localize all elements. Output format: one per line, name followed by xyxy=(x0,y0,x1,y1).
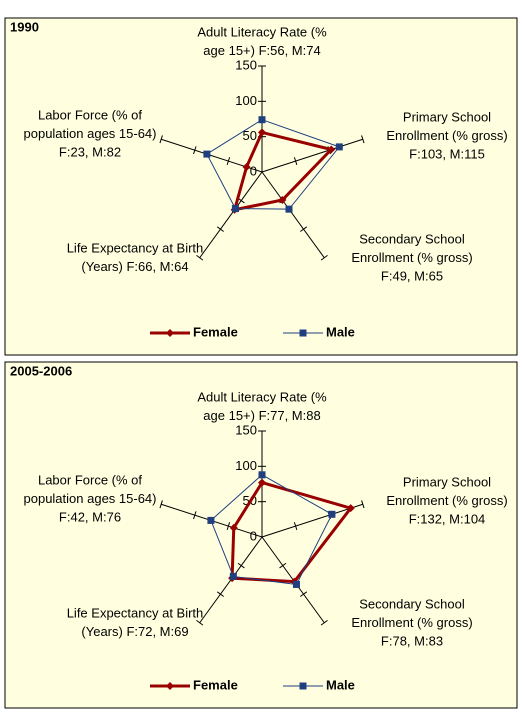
marker xyxy=(229,572,237,580)
series-line xyxy=(232,130,335,212)
tick-mark xyxy=(193,511,197,520)
marker xyxy=(328,510,336,518)
legend-marker xyxy=(166,329,174,337)
legend-marker xyxy=(166,682,174,690)
axis-label: F:42, M:76 xyxy=(59,509,121,524)
r-tick-label: 100 xyxy=(235,93,257,108)
tick-mark xyxy=(279,562,287,569)
series-line xyxy=(206,119,341,210)
legend-marker xyxy=(299,682,307,690)
marker xyxy=(327,145,336,154)
tick-mark xyxy=(237,562,245,569)
axis-label: Labor Force (% of xyxy=(38,472,142,487)
tick-mark xyxy=(300,226,308,232)
legend-label: Male xyxy=(326,324,355,339)
tick-mark xyxy=(193,146,197,155)
marker xyxy=(258,478,266,487)
marker xyxy=(203,150,211,158)
legend-marker xyxy=(299,329,307,337)
marker xyxy=(285,205,293,213)
tick-mark xyxy=(300,591,308,597)
marker xyxy=(346,504,355,513)
axis-label: Secondary School xyxy=(359,231,465,246)
tick-mark xyxy=(226,157,231,166)
axis-label: F:78, M:83 xyxy=(381,633,443,648)
axis-label: Labor Force (% of xyxy=(38,107,142,122)
axis-label: Secondary School xyxy=(359,596,465,611)
axis-label: Life Expectancy at Birth xyxy=(67,605,204,620)
axis-label: population ages 15-64) xyxy=(24,491,157,506)
marker xyxy=(258,471,266,479)
panel xyxy=(4,17,518,356)
axis-label: Primary School xyxy=(403,109,491,124)
tick-mark xyxy=(361,135,365,144)
r-tick-label: 100 xyxy=(235,458,257,473)
marker xyxy=(207,516,215,524)
axis-label: Enrollment (% gross) xyxy=(386,128,507,143)
axis-label: (Years) F:66, M:64 xyxy=(81,259,188,274)
axis-label: F:49, M:65 xyxy=(381,268,443,283)
r-tick-label: 0 xyxy=(250,528,257,543)
tick-mark xyxy=(361,500,365,509)
legend-label: Female xyxy=(193,677,238,692)
marker xyxy=(229,523,238,532)
tick-mark xyxy=(320,620,328,626)
axis-label: Enrollment (% gross) xyxy=(351,250,472,265)
axis-label: F:23, M:82 xyxy=(59,144,121,159)
axis-label: age 15+) F:56, M:74 xyxy=(203,43,320,58)
r-tick-label: 150 xyxy=(235,57,257,72)
marker xyxy=(335,143,343,151)
panel xyxy=(4,361,518,709)
tick-mark xyxy=(216,591,224,597)
axis-label: Enrollment (% gross) xyxy=(351,615,472,630)
axis-label: Enrollment (% gross) xyxy=(386,493,507,508)
axis-label: Primary School xyxy=(403,474,491,489)
marker xyxy=(258,116,266,124)
tick-mark xyxy=(216,226,224,232)
axis-label: population ages 15-64) xyxy=(24,126,157,141)
r-tick-label: 50 xyxy=(243,128,257,143)
axis-label: Adult Literacy Rate (% xyxy=(197,24,327,39)
axis-label: Life Expectancy at Birth xyxy=(67,240,204,255)
legend-label: Male xyxy=(326,677,355,692)
chart-title: 2005-2006 xyxy=(10,363,72,378)
tick-mark xyxy=(196,620,204,626)
axis-label: Adult Literacy Rate (% xyxy=(197,389,327,404)
marker xyxy=(242,162,251,171)
tick-mark xyxy=(293,157,298,166)
marker xyxy=(292,580,300,588)
r-tick-label: 150 xyxy=(235,422,257,437)
marker xyxy=(258,128,266,137)
tick-mark xyxy=(320,255,328,261)
axis-spoke xyxy=(199,171,263,259)
chart-title: 1990 xyxy=(10,19,39,34)
tick-mark xyxy=(159,135,163,144)
tick-mark xyxy=(293,522,298,531)
axis-label: age 15+) F:77, M:88 xyxy=(203,408,320,423)
axis-spoke xyxy=(261,171,325,259)
legend-label: Female xyxy=(193,324,238,339)
tick-mark xyxy=(226,522,231,531)
tick-mark xyxy=(196,255,204,261)
marker xyxy=(231,205,239,213)
axis-label: F:132, M:104 xyxy=(409,511,486,526)
marker xyxy=(278,196,287,205)
r-tick-label: 0 xyxy=(250,163,257,178)
tick-mark xyxy=(159,500,163,509)
axis-spoke xyxy=(261,138,363,173)
axis-label: F:103, M:115 xyxy=(409,146,485,161)
axis-label: (Years) F:72, M:69 xyxy=(81,624,188,639)
series-line xyxy=(210,474,333,585)
axis-spoke xyxy=(261,503,363,538)
